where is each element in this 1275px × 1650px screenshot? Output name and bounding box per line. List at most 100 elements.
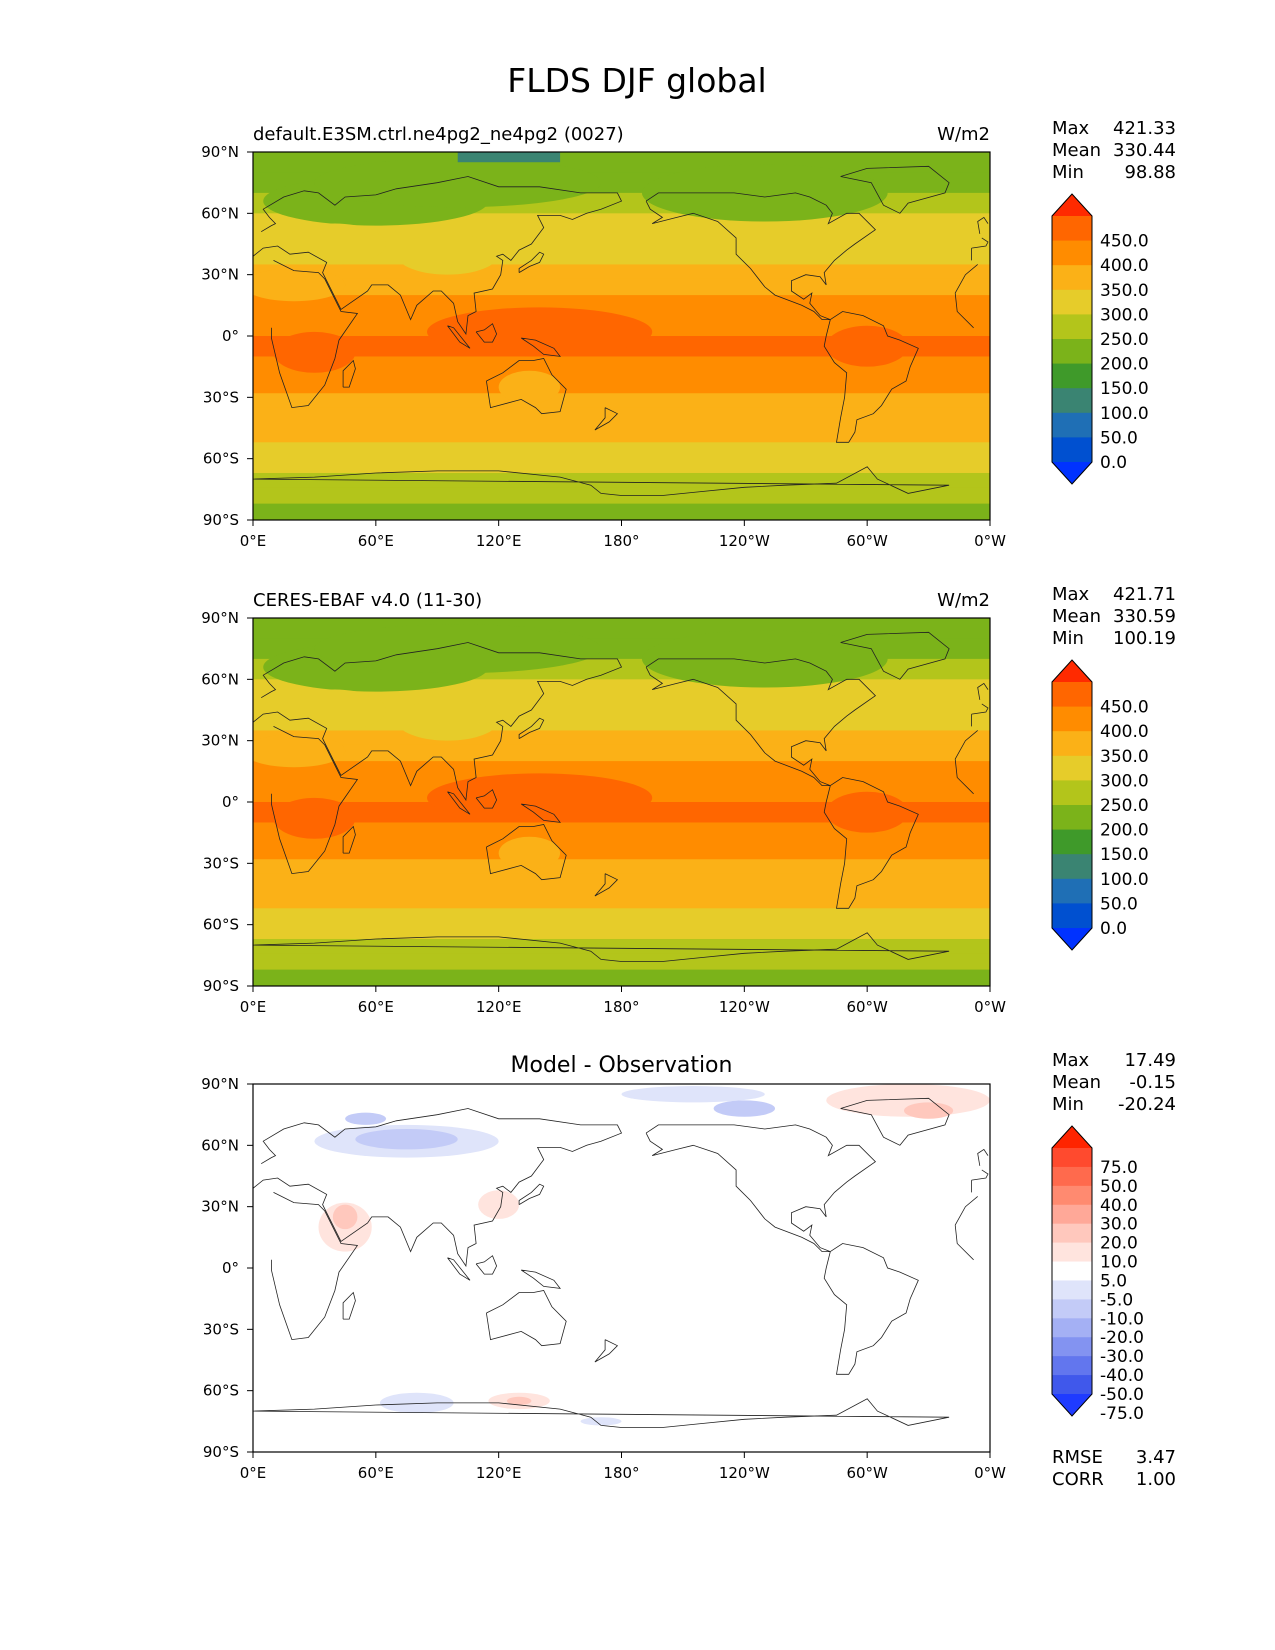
colorbar-label: 0.0 — [1100, 919, 1127, 939]
lat-tick-label: 60°S — [203, 916, 239, 934]
lon-tick-label: 0°W — [974, 998, 1006, 1016]
colorbar-extend-top — [1052, 194, 1092, 216]
colorbar-bin — [1052, 1299, 1092, 1319]
colorbar-label: 30.0 — [1100, 1215, 1138, 1235]
colorbar: 450.0 400.0 350.0 300.0 250.0 200.0 150.0 100.0… — [1051, 659, 1149, 951]
colorbar-bin — [1052, 780, 1092, 806]
colorbar-bin — [1052, 1261, 1092, 1281]
stat-label: Max — [1052, 118, 1090, 139]
colorbar-label: 450.0 — [1100, 232, 1149, 252]
field-band — [253, 264, 990, 280]
field-anomaly — [396, 233, 499, 275]
lat-tick-label: 90°S — [203, 977, 239, 995]
map-field — [253, 152, 990, 520]
stat-label: Mean — [1052, 140, 1101, 161]
lat-tick-label: 60°N — [201, 1136, 239, 1154]
panel-difference: Model - Observation 0°E 60°E 120°E 180° 120°W… — [201, 1050, 1176, 1490]
colorbar-extend-bottom — [1052, 1394, 1092, 1416]
colorbar-bin — [1052, 1148, 1092, 1168]
stat-value: 330.44 — [1113, 140, 1176, 161]
field-band — [253, 428, 990, 443]
lat-tick-label: 60°N — [201, 670, 239, 688]
field-band — [253, 730, 990, 746]
field-band — [253, 442, 990, 460]
field-band — [253, 842, 990, 860]
colorbar-bin — [1052, 388, 1092, 414]
colorbar-label: 400.0 — [1100, 256, 1149, 276]
colorbar-label: 300.0 — [1100, 771, 1149, 791]
field-anomaly — [314, 158, 602, 208]
lon-tick-label: 0°E — [240, 1464, 267, 1482]
colorbar-label: 300.0 — [1100, 305, 1149, 325]
metric-label: CORR — [1052, 1469, 1104, 1490]
field-band — [253, 859, 990, 875]
lat-tick-label: 30°N — [201, 732, 239, 750]
diff-anomaly — [332, 1204, 358, 1230]
field-band — [253, 295, 990, 317]
lat-tick-label: 90°S — [203, 511, 239, 529]
field-band — [253, 744, 990, 762]
colorbar-label: -40.0 — [1100, 1366, 1144, 1386]
colorbar-bin — [1052, 829, 1092, 855]
field-band — [253, 458, 990, 474]
colorbar-label: 20.0 — [1100, 1234, 1138, 1254]
colorbar-bin — [1052, 289, 1092, 315]
panel-units: W/m2 — [937, 590, 990, 611]
field-anomaly — [826, 325, 909, 367]
field-band — [253, 503, 990, 520]
field-anomaly — [826, 791, 909, 833]
lon-tick-label: 60°W — [846, 1464, 888, 1482]
lon-tick-label: 120°E — [476, 998, 522, 1016]
colorbar-bin — [1052, 339, 1092, 365]
colorbar-bin — [1052, 216, 1092, 242]
colorbar-label: 450.0 — [1100, 698, 1149, 718]
field-anomaly — [641, 630, 888, 688]
lat-tick-label: 30°S — [203, 388, 239, 406]
colorbar-label: 5.0 — [1100, 1271, 1127, 1291]
colorbar: 75.050.040.030.020.010.05.0-5.0-10.0-20.… — [1051, 1125, 1144, 1424]
colorbar-label: -75.0 — [1100, 1404, 1144, 1424]
lon-tick-label: 180° — [603, 998, 639, 1016]
map-field — [253, 618, 990, 986]
field-anomaly — [283, 689, 387, 731]
field-anomaly — [396, 699, 499, 741]
stat-value: 421.71 — [1113, 584, 1176, 605]
lat-tick-label: 30°S — [203, 1320, 239, 1338]
field-band — [253, 376, 990, 394]
stat-value: 421.33 — [1113, 118, 1176, 139]
panel-title-left: CERES-EBAF v4.0 (11-30) — [253, 590, 482, 611]
diff-anomaly — [478, 1190, 520, 1219]
colorbar-label: 75.0 — [1100, 1158, 1138, 1178]
colorbar-bin — [1052, 437, 1092, 463]
colorbar-label: 50.0 — [1100, 428, 1138, 448]
colorbar-label: 0.0 — [1100, 453, 1127, 473]
lat-tick-label: 60°S — [203, 450, 239, 468]
field-band — [253, 894, 990, 909]
diff-anomaly — [345, 1112, 387, 1125]
lon-tick-label: 120°W — [719, 998, 770, 1016]
stat-value: 17.49 — [1124, 1050, 1176, 1071]
panel-title-left: default.E3SM.ctrl.ne4pg2_ne4pg2 (0027) — [253, 124, 624, 145]
colorbar-bin — [1052, 731, 1092, 757]
stat-label: Min — [1052, 628, 1084, 649]
colorbar-label: 400.0 — [1100, 722, 1149, 742]
lat-tick-label: 60°S — [203, 1382, 239, 1400]
diff-anomaly — [904, 1102, 954, 1119]
figure-title: FLDS DJF global — [507, 61, 766, 100]
field-band — [253, 969, 990, 986]
colorbar-bin — [1052, 412, 1092, 438]
colorbar-bin — [1052, 706, 1092, 732]
diff-anomaly — [621, 1086, 765, 1103]
field-anomaly — [498, 836, 561, 870]
field-anomaly — [273, 331, 356, 373]
colorbar-label: -10.0 — [1100, 1309, 1144, 1329]
field-band — [253, 924, 990, 940]
colorbar-outline — [1051, 193, 1093, 485]
field-band — [253, 822, 990, 844]
lon-tick-label: 180° — [603, 532, 639, 550]
colorbar-label: -50.0 — [1100, 1385, 1144, 1405]
colorbar-bin — [1052, 903, 1092, 929]
lon-tick-label: 0°W — [974, 532, 1006, 550]
colorbar-bin — [1052, 1375, 1092, 1395]
